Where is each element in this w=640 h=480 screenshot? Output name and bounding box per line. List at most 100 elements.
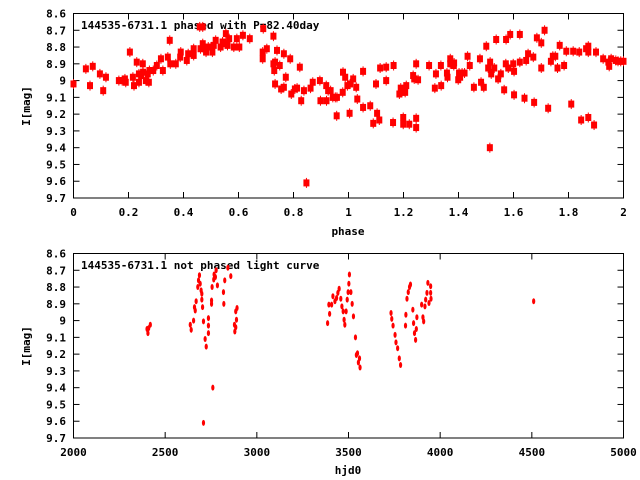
y-tick-label: 9.2: [46, 108, 66, 121]
data-point: [367, 102, 374, 110]
data-point: [212, 36, 219, 44]
data-point: [501, 86, 508, 94]
y-tick-label: 9.1: [46, 91, 66, 104]
data-point: [214, 267, 218, 274]
data-point: [438, 82, 445, 90]
data-point: [198, 280, 202, 287]
data-point: [397, 84, 404, 92]
data-point: [360, 103, 367, 111]
data-point: [411, 306, 415, 313]
data-point: [393, 331, 397, 338]
data-point: [190, 51, 197, 59]
data-point: [351, 313, 356, 320]
unphased-plot: 144535-6731.1 not phased light curve hjd…: [20, 248, 637, 478]
data-point: [466, 61, 473, 69]
data-point: [145, 78, 152, 86]
data-point: [516, 58, 523, 66]
data-point: [461, 69, 468, 77]
data-point: [210, 284, 214, 291]
data-point: [222, 30, 229, 38]
y-tick-label: 8.6: [46, 8, 66, 21]
data-point: [394, 339, 398, 346]
data-point: [497, 70, 504, 78]
data-point: [82, 65, 89, 73]
data-point: [355, 350, 360, 357]
x-tick-label: 3500: [335, 446, 362, 459]
data-point: [199, 40, 206, 48]
data-point: [411, 320, 416, 327]
data-point: [425, 289, 429, 296]
data-point: [426, 61, 433, 69]
data-point: [89, 62, 96, 70]
data-point: [423, 303, 427, 310]
data-point: [429, 289, 433, 296]
data-point: [350, 75, 357, 83]
x-tick-label: 3000: [244, 446, 271, 459]
data-point: [523, 56, 530, 64]
data-point: [196, 284, 200, 291]
data-point: [200, 304, 205, 311]
data-point: [150, 67, 157, 75]
data-point: [532, 298, 536, 305]
data-point: [280, 83, 287, 91]
data-point: [196, 23, 203, 31]
data-point: [415, 314, 419, 321]
data-point: [219, 38, 226, 46]
data-point: [235, 305, 239, 312]
data-point: [236, 43, 243, 51]
data-point: [511, 67, 518, 75]
y-axis-label: I[mag]: [20, 326, 33, 366]
data-point: [270, 32, 277, 40]
data-point: [476, 55, 483, 63]
y-tick-label: 9.5: [46, 398, 66, 411]
data-point: [153, 61, 160, 69]
data-point: [135, 78, 142, 86]
data-point: [495, 75, 502, 83]
data-point: [206, 322, 211, 329]
data-point: [437, 61, 444, 69]
data-point: [502, 60, 509, 68]
data-point: [139, 60, 146, 68]
data-point: [396, 345, 400, 352]
data-point: [272, 58, 279, 66]
data-point: [411, 75, 418, 83]
data-point: [408, 281, 413, 288]
data-point: [199, 23, 206, 31]
data-point: [350, 300, 354, 307]
data-point: [424, 296, 428, 303]
data-point: [426, 279, 430, 286]
data-point: [600, 55, 607, 63]
data-point: [547, 57, 554, 65]
data-point: [360, 67, 367, 75]
data-point: [343, 321, 347, 328]
data-point: [323, 97, 330, 105]
x-tick-label: 4500: [519, 446, 546, 459]
data-point: [503, 35, 510, 43]
data-point: [260, 25, 267, 33]
data-point: [172, 60, 179, 68]
data-point: [142, 77, 149, 85]
data-point: [333, 93, 340, 101]
data-point: [538, 39, 545, 47]
data-point: [432, 70, 439, 78]
data-point: [414, 336, 418, 343]
data-point: [541, 26, 548, 34]
data-point: [146, 330, 150, 337]
data-point: [431, 84, 438, 92]
data-point: [206, 315, 211, 322]
data-point: [339, 295, 343, 302]
data-point: [326, 320, 330, 327]
data-point: [404, 311, 408, 318]
x-axis-label: hjd0: [335, 464, 362, 477]
data-point: [406, 120, 413, 128]
data-point: [280, 50, 287, 58]
data-point: [100, 87, 107, 95]
data-point: [390, 61, 397, 69]
x-tick-label: 0: [70, 206, 77, 219]
data-point: [230, 43, 237, 51]
data-point: [259, 55, 266, 63]
y-tick-label: 8.6: [46, 248, 66, 261]
data-point: [131, 82, 137, 90]
data-point: [349, 289, 353, 296]
data-point: [373, 80, 379, 88]
